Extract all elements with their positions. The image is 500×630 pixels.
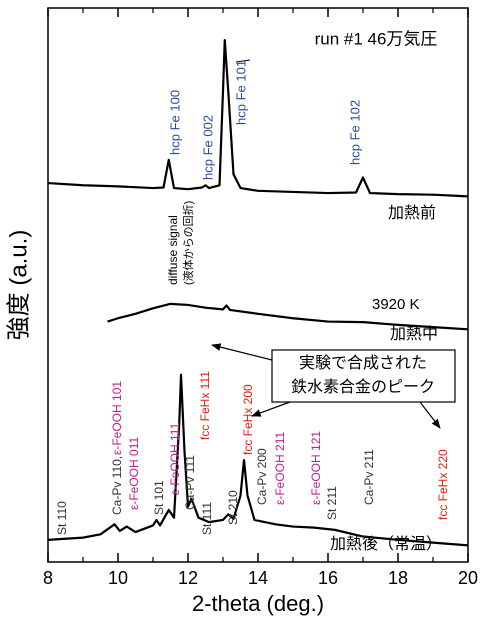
curve [107, 302, 469, 331]
annotation: (液体からの回折) [181, 201, 195, 285]
annotation: diffuse signal [166, 215, 180, 285]
annotation: Ca-Pv 200 [255, 448, 269, 505]
annotation: hcp Fe 101 [233, 60, 248, 125]
x-tick-label: 12 [178, 568, 198, 588]
chart-title: run #1 46万気圧 [315, 29, 438, 48]
curve [47, 39, 469, 198]
annotation: St 111 [200, 502, 214, 535]
y-axis-label: 強度 (a.u.) [5, 230, 32, 341]
callout-arrow [419, 401, 441, 429]
annotation: hcp Fe 102 [347, 100, 362, 165]
annotation: St 211 [325, 486, 339, 520]
annotation: fcc FeHx 200 [241, 384, 255, 455]
x-tick-label: 18 [388, 568, 408, 588]
annotation: ε-FeOOH 011 [127, 437, 141, 510]
annotation: ε-FeOOH 101 [110, 381, 124, 455]
x-tick-label: 16 [318, 568, 338, 588]
annotation: ε-FeOOH 121 [309, 431, 323, 505]
callout-text: 実験で合成された [299, 354, 427, 372]
annotation: St 110 [55, 501, 69, 535]
callout-arrow [211, 343, 273, 361]
annotation: fcc FeHx 111 [198, 371, 212, 440]
annotation: fcc FeHx 220 [436, 449, 450, 520]
annotation: St 210 [226, 490, 240, 525]
annotation: 3920 K [372, 296, 420, 313]
annotation: ε-FeOOH 111 [168, 422, 182, 495]
callout-box [271, 349, 456, 403]
x-tick-label: 14 [248, 568, 268, 588]
annotation: hcp Fe 100 [167, 90, 182, 155]
series-label: 加熱前 [388, 204, 436, 222]
series-label: 加熱中 [390, 325, 438, 343]
annotation: hcp Fe 002 [200, 115, 215, 180]
annotation: Ca-Pv 211 [362, 449, 376, 505]
annotation: St 101 [152, 480, 166, 515]
callout-text: 鉄水素合金のピーク [291, 378, 435, 396]
annotation: Ca-Pv 111 [183, 455, 197, 510]
callout-arrow [251, 401, 291, 417]
x-tick-label: 10 [108, 568, 128, 588]
series-label: 加熱後（常温） [330, 535, 442, 553]
x-tick-label: 8 [43, 568, 53, 588]
x-tick-label: 20 [458, 568, 478, 588]
leader-line [235, 59, 251, 63]
annotation: Ca-Pv 110, [110, 456, 124, 515]
x-axis-label: 2-theta (deg.) [192, 591, 324, 616]
annotation: ε-FeOOH 211 [273, 432, 287, 505]
curve [47, 373, 469, 547]
